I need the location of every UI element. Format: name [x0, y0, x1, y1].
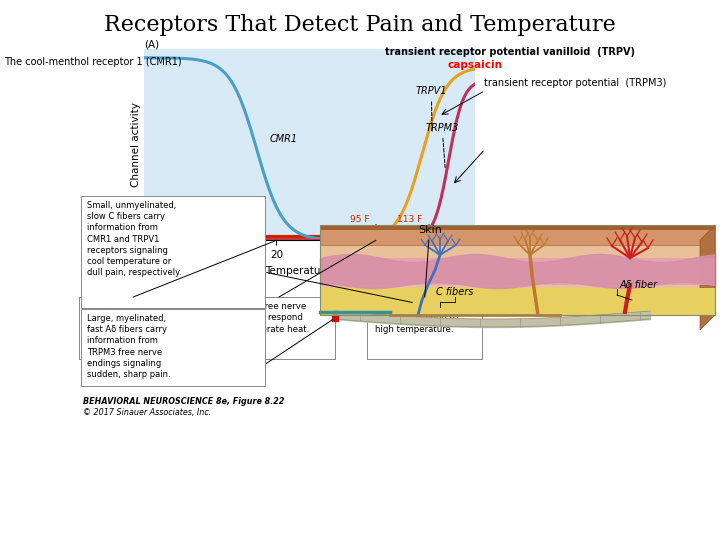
Polygon shape	[700, 225, 715, 330]
Text: TRPV1: TRPV1	[415, 86, 447, 132]
Polygon shape	[320, 258, 715, 285]
FancyBboxPatch shape	[81, 196, 265, 308]
Text: Large, myelinated,
fast Aδ fibers carry
information from
TRPM3 free nerve
ending: Large, myelinated, fast Aδ fibers carry …	[87, 314, 171, 379]
Text: TRPV1 free nerve
endings respond
to moderate heat.: TRPV1 free nerve endings respond to mode…	[231, 302, 310, 334]
Text: CMR1 free nerve
endings respond
to low temperature.: CMR1 free nerve endings respond to low t…	[87, 302, 172, 334]
Text: transient receptor potential vanilloid  (TRPV): transient receptor potential vanilloid (…	[385, 47, 635, 57]
Text: BEHAVIORAL NEUROSCIENCE 8e, Figure 8.22: BEHAVIORAL NEUROSCIENCE 8e, Figure 8.22	[83, 397, 284, 406]
Text: © 2017 Sinauer Associates, Inc.: © 2017 Sinauer Associates, Inc.	[83, 408, 211, 417]
Text: 113 F: 113 F	[397, 215, 422, 224]
Polygon shape	[320, 225, 715, 230]
Text: Receptors That Detect Pain and Temperature: Receptors That Detect Pain and Temperatu…	[104, 14, 616, 36]
Text: The cool-menthol receptor 1 (CMR1): The cool-menthol receptor 1 (CMR1)	[4, 57, 181, 67]
Text: C fibers: C fibers	[436, 287, 474, 297]
FancyBboxPatch shape	[81, 309, 265, 386]
Text: TRPM3 free nerve
endings respond to
high temperature.: TRPM3 free nerve endings respond to high…	[375, 302, 459, 334]
Text: capsaicin: capsaicin	[448, 60, 503, 71]
Text: Aδ fiber: Aδ fiber	[620, 280, 658, 290]
Polygon shape	[320, 245, 715, 315]
Text: Small, unmyelinated,
slow C fibers carry
information from
CMR1 and TRPV1
recepto: Small, unmyelinated, slow C fibers carry…	[87, 201, 181, 278]
Text: CMR1: CMR1	[270, 134, 298, 144]
Text: (B): (B)	[83, 222, 98, 232]
Polygon shape	[320, 288, 715, 315]
Text: TRPM3: TRPM3	[426, 123, 459, 168]
Polygon shape	[320, 225, 715, 245]
Y-axis label: Channel activity: Channel activity	[131, 102, 141, 187]
Text: transient receptor potential  (TRPM3): transient receptor potential (TRPM3)	[484, 78, 666, 89]
Text: 95 F: 95 F	[350, 215, 369, 224]
Text: Skin: Skin	[418, 225, 442, 235]
X-axis label: Temperature (°C): Temperature (°C)	[265, 266, 354, 275]
Text: (A): (A)	[144, 39, 159, 50]
Text: (B): (B)	[83, 217, 98, 227]
